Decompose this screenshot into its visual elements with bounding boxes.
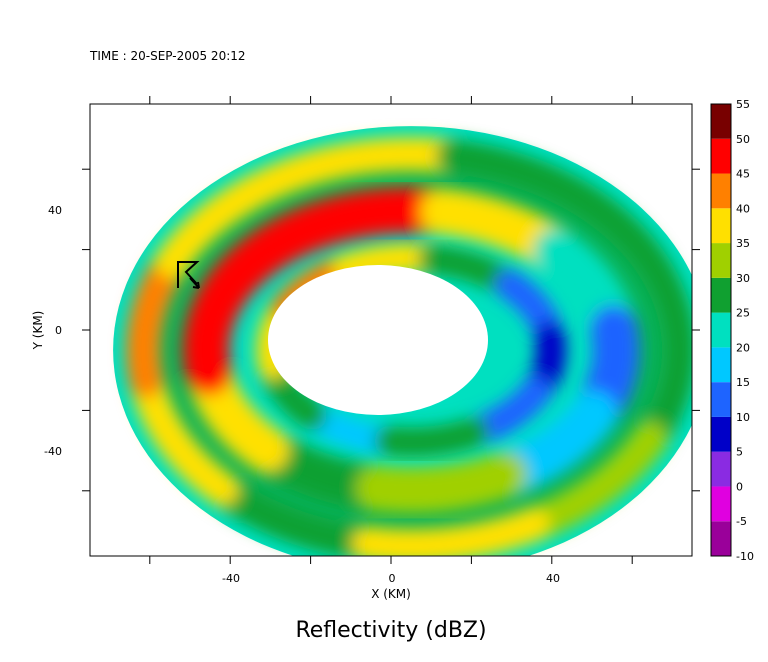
colorbar-segment <box>711 347 731 383</box>
eye-region <box>268 265 488 415</box>
colorbar-segment <box>711 521 731 556</box>
band-segment <box>356 451 528 514</box>
axis-ticks <box>82 96 700 564</box>
band-main-band <box>183 187 640 514</box>
colorbar-segment <box>711 173 731 209</box>
colorbar-tick-label: -10 <box>736 550 754 563</box>
colorbar-tick-label: 30 <box>736 272 750 285</box>
y-tick-label-40: 40 <box>48 204 62 217</box>
y-tick-label-0: 0 <box>55 324 62 337</box>
colorbar-tick-label: 25 <box>736 307 750 320</box>
colorbar-segment <box>711 416 731 452</box>
colorbar-tick-label: 35 <box>736 237 750 250</box>
field-midring <box>151 155 672 546</box>
colorbar-tick-label: 45 <box>736 168 750 181</box>
colorbar-tick-label: 10 <box>736 411 750 424</box>
colorbar-tick-label: 5 <box>736 446 743 459</box>
x-tick-label-neg40: -40 <box>222 572 240 585</box>
x-tick-label-40: 40 <box>546 572 560 585</box>
arrow-icon <box>189 277 200 289</box>
band-segment <box>272 137 470 193</box>
colorbar-tick-label: 50 <box>736 133 750 146</box>
colorbar-tick-label: -5 <box>736 515 747 528</box>
colorbar-segment <box>711 208 731 244</box>
colorbar-segment <box>711 104 731 139</box>
colorbar-tick-label: 55 <box>736 98 750 111</box>
colorbar-tick-label: 40 <box>736 202 750 215</box>
x-tick-label-0: 0 <box>389 572 396 585</box>
colorbar-frame <box>710 103 732 557</box>
chart-title: Reflectivity (dBZ) <box>295 618 486 643</box>
colorbar-segment <box>711 277 731 313</box>
colorbar-segment <box>711 486 731 522</box>
flag-icon <box>177 261 200 288</box>
band-segment <box>204 471 387 556</box>
x-axis-label: X (KM) <box>371 587 411 601</box>
colorbar-tick-label: 20 <box>736 341 750 354</box>
band-segment <box>436 139 618 229</box>
time-label: TIME : 20-SEP-2005 20:12 <box>89 49 246 63</box>
colorbar <box>710 103 732 557</box>
band-outer-band <box>126 137 692 556</box>
band-segment <box>155 158 307 279</box>
colorbar-segment <box>711 451 731 487</box>
rain-bands <box>126 137 692 556</box>
colorbar-tick-label: 0 <box>736 480 743 493</box>
band-segment <box>352 507 550 556</box>
colorbar-segment <box>711 243 731 278</box>
colorbar-segment <box>711 382 731 417</box>
colorbar-segment <box>711 138 731 174</box>
colorbar-segment <box>711 312 731 348</box>
storm-motion-marker <box>177 261 200 289</box>
y-axis-label: Y (KM) <box>31 311 45 351</box>
colorbar-tick-label: 15 <box>736 376 750 389</box>
band-segment <box>515 422 667 542</box>
y-tick-label-neg40: -40 <box>44 445 62 458</box>
band-segment <box>374 417 490 458</box>
